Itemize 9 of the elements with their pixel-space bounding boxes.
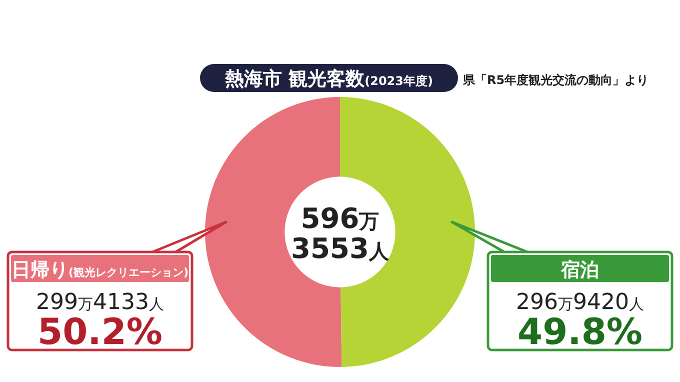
text: 299万4133人 — [36, 290, 164, 315]
text: 296万9420人 — [516, 290, 644, 315]
text: 596万 3553人 — [291, 202, 390, 265]
text: 県「R5年度観光交流の動向」より — [462, 73, 649, 87]
chart-title: 熱海市 観光客数(2023年度) — [224, 68, 433, 90]
slice-label: 日帰り(観光レクリエーション) — [11, 259, 189, 281]
data-label: 49.8% — [518, 312, 642, 353]
data-label: 50.2% — [38, 312, 162, 353]
slice-label: 宿泊 — [560, 259, 599, 281]
